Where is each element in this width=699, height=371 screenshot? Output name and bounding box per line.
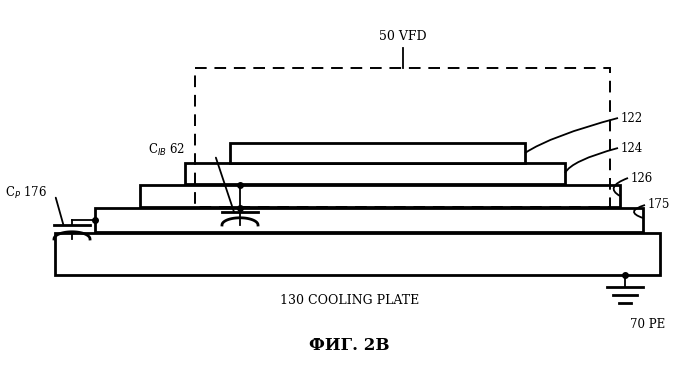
Text: 50 VFD: 50 VFD — [379, 30, 426, 43]
Text: 130 COOLING PLATE: 130 COOLING PLATE — [280, 293, 419, 306]
Bar — [230, 143, 525, 163]
Text: 126: 126 — [631, 171, 654, 184]
Text: C$_{P}$ 176: C$_{P}$ 176 — [5, 185, 47, 201]
Text: 124: 124 — [621, 141, 643, 154]
Text: 70 PE: 70 PE — [630, 318, 665, 332]
Bar — [55, 233, 660, 275]
Bar — [140, 185, 620, 207]
Text: ФИГ. 2В: ФИГ. 2В — [309, 336, 389, 354]
Bar — [95, 208, 643, 232]
Text: C$_{IB}$ 62: C$_{IB}$ 62 — [148, 142, 185, 158]
Bar — [185, 163, 565, 184]
Text: 122: 122 — [621, 112, 643, 125]
Text: 175: 175 — [648, 198, 670, 211]
Bar — [195, 68, 610, 207]
